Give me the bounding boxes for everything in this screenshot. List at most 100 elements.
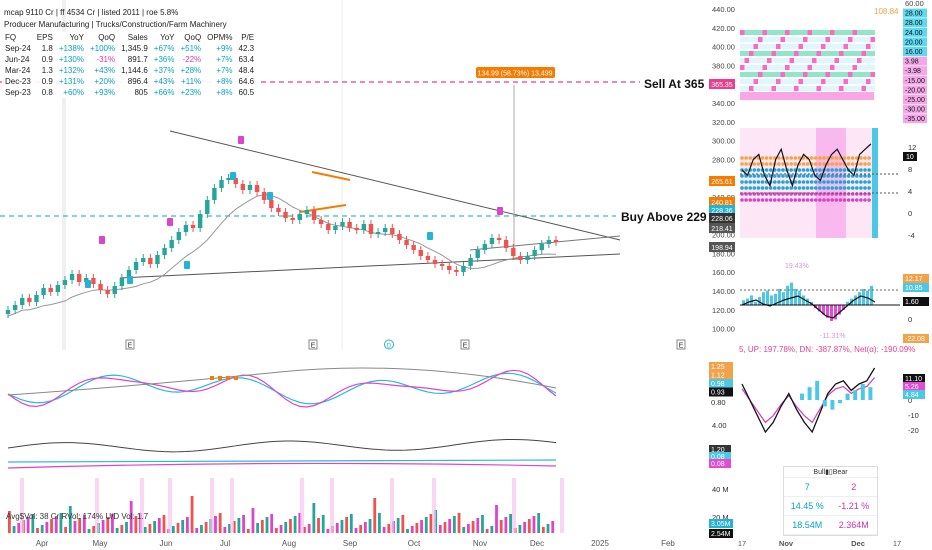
rs-heat-cell: [753, 72, 758, 77]
rs-heat-cell: [807, 86, 812, 91]
pane2-dot: [834, 180, 839, 184]
pane2-dot: [801, 168, 806, 172]
pane2-dot: [777, 162, 781, 166]
rs-heat-cell: [834, 86, 839, 91]
pane2-dot: [842, 174, 847, 178]
fundamentals-col-header: OPM%: [207, 33, 233, 42]
fundamentals-col-header: P/E: [241, 33, 255, 42]
rs-heat-cell: [812, 58, 817, 63]
histogram-bar: [858, 292, 861, 305]
rs-heat-cell: [848, 65, 853, 70]
rs-heat-cell: [780, 44, 785, 49]
hist-high-label: 19.43%: [785, 263, 809, 270]
rs-heat-cell: [816, 86, 821, 91]
pane2-dot: [867, 198, 871, 202]
rs-heat-cell: [852, 51, 857, 56]
fundamentals-col-header: QoQ: [98, 33, 116, 42]
rs-heat-cell: [803, 79, 808, 84]
pane4-value-label: 4.84: [905, 392, 919, 399]
volume-bar: [509, 514, 512, 533]
rs-heat-cell: [780, 58, 785, 63]
x-tick-label: Dec: [530, 539, 544, 548]
pane2-dot: [838, 180, 843, 184]
pane2-dot: [809, 186, 814, 190]
volume-bar: [406, 529, 409, 533]
volume-axis-label: 20 M: [712, 513, 729, 522]
candle-body: [425, 256, 431, 260]
pane2-dot: [744, 162, 748, 166]
pane2-line: [741, 143, 872, 188]
rs-heat-cell: [771, 30, 776, 35]
pane2-dot: [789, 174, 793, 178]
pane2-dot: [822, 186, 826, 190]
pane2-dot: [781, 186, 785, 190]
misc-axis-value: 0.08: [711, 461, 725, 468]
rs-heat-cell: [834, 30, 839, 35]
pane2-dot: [850, 198, 855, 202]
volume-bar: [214, 516, 217, 533]
rs-heat-cell: [794, 44, 799, 49]
rs-heat-cell: [771, 44, 776, 49]
earnings-marker-label: E: [128, 343, 133, 350]
price-label-text: 365.35: [711, 82, 733, 89]
rs-heat-cell: [812, 86, 817, 91]
volume-bar: [429, 514, 433, 533]
rs-heat-cell: [866, 72, 871, 77]
pane2-dot: [859, 186, 863, 190]
rs-heat-cell: [834, 72, 839, 77]
pane2-dot: [867, 156, 871, 160]
rs-axis-label: -20.00: [905, 87, 925, 94]
volume-bar: [415, 523, 419, 533]
volume-bar: [134, 516, 138, 533]
rsi-axis-label: 1.25: [711, 364, 725, 371]
rs-heat-cell: [848, 30, 853, 35]
candle-body: [368, 224, 374, 234]
candle-body: [354, 228, 359, 230]
rs-heat-cell: [758, 37, 763, 42]
pane2-dot: [793, 162, 798, 166]
pane2-dot: [822, 162, 826, 166]
rs-heat-cell: [807, 51, 812, 56]
x-tick-label: Jun: [160, 539, 173, 548]
moving-average-line: [7, 194, 557, 317]
pane2-dot: [740, 162, 744, 166]
bull-bear-title: Bull▮▯Bear: [784, 467, 877, 478]
session-highlight: [62, 0, 66, 350]
pane2-dot: [850, 168, 855, 172]
fundamentals-cell: +60%: [63, 88, 84, 97]
misc-axis-box: [709, 445, 731, 454]
volume-bar: [87, 529, 91, 533]
rs-heat-cell: [740, 65, 745, 70]
osc-main-line: [741, 367, 876, 434]
rs-heat-cell: [848, 58, 853, 63]
rs-axis-label: -25.00: [905, 97, 925, 104]
rs-heat-cell: [825, 44, 830, 49]
histogram-bar: [842, 305, 845, 310]
pane2-dot: [842, 198, 847, 202]
rs-heat-cell: [861, 44, 866, 49]
rs-heat-cell: [798, 51, 803, 56]
volume-highlight: [512, 478, 516, 533]
fundamentals-col-header: EPS: [36, 33, 53, 42]
candle-body: [532, 250, 537, 256]
osc-bar: [830, 400, 835, 410]
pane2-dot: [863, 180, 867, 184]
price-axis-label: 300.00: [712, 137, 735, 146]
volume-bar: [185, 517, 189, 533]
pane2-dot: [826, 198, 830, 202]
price-label-box: [709, 205, 735, 215]
pane4-axis-label: -20: [908, 426, 919, 435]
rs-heat-cell: [816, 65, 821, 70]
volume-highlight: [560, 478, 564, 533]
rs-heat-cell: [776, 58, 781, 63]
volume-bar: [64, 527, 68, 533]
candle-body: [482, 244, 488, 250]
pane2-dot: [768, 198, 773, 202]
pane2-dot: [752, 186, 757, 190]
rs-heat-cell: [821, 86, 826, 91]
rs-heat-cell: [866, 37, 871, 42]
candle-body: [62, 280, 68, 285]
pane2-dot: [863, 198, 867, 202]
signal-marker: [99, 236, 105, 244]
